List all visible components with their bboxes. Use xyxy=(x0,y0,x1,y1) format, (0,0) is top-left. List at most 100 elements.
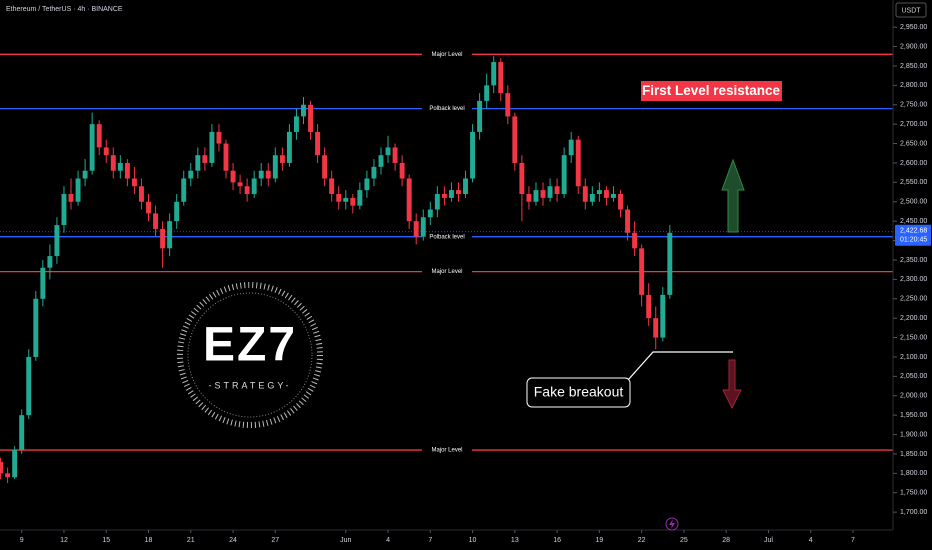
candle-body xyxy=(491,62,497,86)
candle-body xyxy=(174,201,180,222)
y-tick-label: 2,650.00 xyxy=(900,140,927,147)
y-tick-label: 2,800.00 xyxy=(900,82,927,89)
candle-body xyxy=(463,178,468,194)
candle-body xyxy=(420,217,426,237)
candle-body xyxy=(216,131,222,144)
currency: USDT xyxy=(901,7,921,14)
level-label: Major Level xyxy=(431,52,462,58)
candle-body xyxy=(308,104,314,132)
plot: Major Level Polback level Polback level Maj… xyxy=(0,50,893,484)
x-tick-label: 27 xyxy=(271,537,279,544)
candle-body xyxy=(533,190,539,202)
candle-body xyxy=(209,131,215,163)
candle-body xyxy=(131,178,137,187)
x-tick-label: 10 xyxy=(469,537,477,544)
candle-body xyxy=(357,190,363,206)
candle-body xyxy=(540,190,546,198)
candle-body xyxy=(0,461,4,474)
candle-body xyxy=(5,473,11,478)
candle-body xyxy=(301,104,306,117)
y-tick-label: 1,800.00 xyxy=(900,470,927,477)
candle-body xyxy=(33,298,39,357)
candle-body xyxy=(61,193,67,226)
candle-body xyxy=(378,155,384,167)
y-tick-label: 2,600.00 xyxy=(900,160,927,167)
candle-body xyxy=(230,170,236,183)
candle-body xyxy=(406,178,412,222)
x-tick-label: 21 xyxy=(187,537,195,544)
candle-body xyxy=(561,155,567,194)
x-tick-label: 4 xyxy=(809,537,813,544)
level-label: Polback level xyxy=(429,234,464,240)
candle-body xyxy=(251,178,257,194)
x-tick-label: 4 xyxy=(386,537,390,544)
candle-body xyxy=(82,170,88,179)
candle-body xyxy=(505,93,511,117)
x-tick-label: Jun xyxy=(340,537,351,544)
y-tick-label: 1,900.00 xyxy=(900,431,927,438)
breakout-pointer xyxy=(627,351,733,381)
candle-body xyxy=(456,190,461,194)
candle-body xyxy=(625,209,631,233)
candle-body xyxy=(427,209,433,218)
candle-body xyxy=(512,116,518,163)
candle-body xyxy=(610,193,616,198)
level-label-bg xyxy=(422,446,472,455)
breakout-label: Fake breakout xyxy=(534,384,624,400)
x-tick-label: 25 xyxy=(680,537,688,544)
level-label-bg xyxy=(422,104,472,113)
candle-body xyxy=(582,186,588,202)
candle-body xyxy=(371,166,377,179)
candle-body xyxy=(653,318,659,338)
candle-body xyxy=(385,147,391,156)
candle-body xyxy=(146,201,151,214)
last-price-label: 2,422.68 xyxy=(900,228,927,235)
level-label-bg xyxy=(422,267,472,276)
candle-body xyxy=(75,178,81,202)
y-tick-label: 2,350.00 xyxy=(900,257,927,264)
candle-body xyxy=(364,178,370,191)
candle-body xyxy=(167,221,173,249)
level-label: Major Level xyxy=(431,448,462,454)
logo-ring xyxy=(177,282,323,428)
candle-body xyxy=(498,62,504,94)
y-tick-label: 2,500.00 xyxy=(900,199,927,206)
candle-body xyxy=(322,155,328,179)
x-tick-label: 13 xyxy=(511,537,519,544)
candle-body xyxy=(286,131,292,163)
candle-body xyxy=(68,193,74,202)
x-tick-label: 7 xyxy=(428,537,432,544)
y-tick-label: 1,850.00 xyxy=(900,451,927,458)
candle-body xyxy=(660,294,666,338)
x-tick-label: 19 xyxy=(595,537,603,544)
candle-body xyxy=(646,294,652,319)
candle-body xyxy=(195,155,201,171)
candle-body xyxy=(639,248,645,295)
y-tick-label: 2,750.00 xyxy=(900,102,927,109)
x-tick-label: 22 xyxy=(638,537,646,544)
level-label-bg xyxy=(422,50,472,59)
candle-body xyxy=(336,193,342,202)
candle-body xyxy=(596,190,602,194)
candle-body xyxy=(188,170,194,179)
candle-body xyxy=(589,193,595,202)
y-tick-label: 2,050.00 xyxy=(900,373,927,380)
y-tick-label: 2,200.00 xyxy=(900,315,927,322)
candle-body xyxy=(103,147,109,156)
candle-body xyxy=(202,155,208,163)
countdown: 01:20:45 xyxy=(900,237,927,244)
candle-body xyxy=(484,85,490,101)
candle-body xyxy=(265,170,271,179)
candle-body xyxy=(279,155,285,163)
candle-body xyxy=(110,155,116,171)
x-tick-label: 7 xyxy=(851,537,855,544)
y-tick-label: 2,900.00 xyxy=(900,43,927,50)
y-tick-label: 1,700.00 xyxy=(900,509,927,516)
chart-title: Ethereum / TetherUS · 4h · BINANCE xyxy=(6,6,123,13)
candle-body xyxy=(223,143,229,171)
x-tick-label: 24 xyxy=(229,537,237,544)
resistance-label: First Level resistance xyxy=(642,83,781,98)
candle-body xyxy=(392,147,398,163)
up-arrow xyxy=(721,158,745,233)
